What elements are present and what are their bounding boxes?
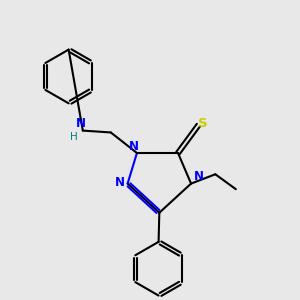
Text: N: N bbox=[76, 117, 86, 130]
Text: N: N bbox=[129, 140, 139, 153]
Text: N: N bbox=[194, 170, 203, 183]
Text: H: H bbox=[70, 132, 77, 142]
Text: N: N bbox=[114, 176, 124, 189]
Text: S: S bbox=[198, 117, 208, 130]
